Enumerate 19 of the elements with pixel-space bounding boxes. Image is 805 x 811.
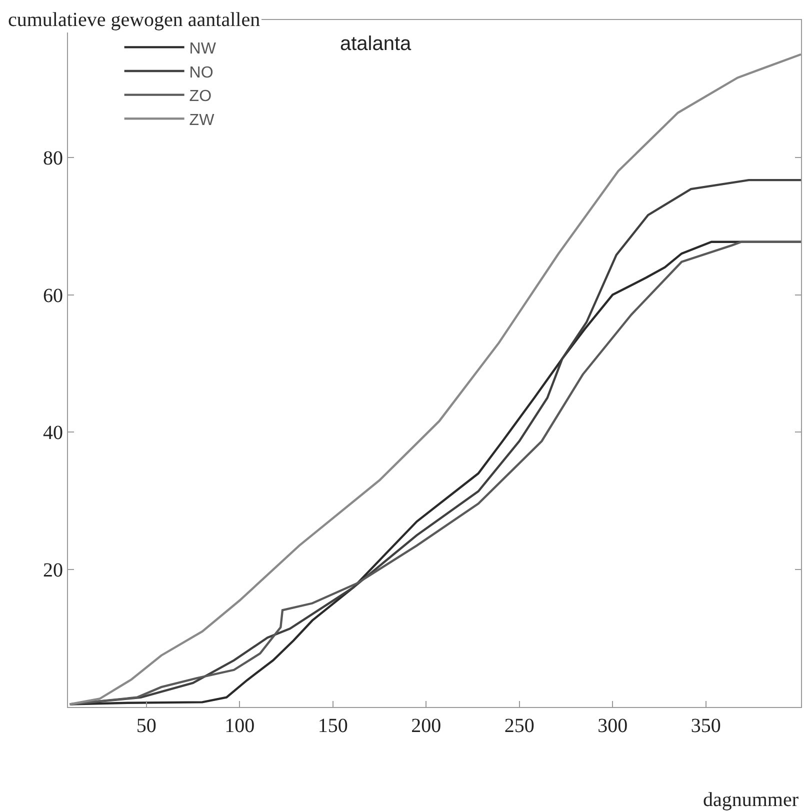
- x-tick-label: 350: [690, 715, 721, 737]
- y-axis-title: cumulatieve gewogen aantallen: [8, 9, 260, 31]
- y-tick-label: 80: [43, 147, 63, 170]
- y-tick-label: 60: [43, 284, 63, 307]
- x-tick-label: 50: [136, 715, 156, 737]
- y-tick-label: 40: [43, 422, 63, 444]
- x-tick-label: 150: [318, 715, 348, 737]
- x-axis-title: dagnummer: [703, 789, 799, 811]
- x-tick-label: 300: [598, 715, 628, 737]
- y-tick-label: 20: [43, 560, 63, 582]
- text: atalanta: [340, 33, 412, 55]
- line-series: [68, 53, 801, 706]
- legend-label: ZW: [189, 112, 216, 129]
- x-tick-label: 250: [504, 715, 534, 737]
- x-tick-label: 100: [224, 715, 255, 737]
- legend-label: ZO: [189, 88, 212, 106]
- x-tick-label: 200: [411, 715, 442, 737]
- legend-label: NO: [189, 64, 214, 82]
- legend-label: NW: [189, 40, 217, 58]
